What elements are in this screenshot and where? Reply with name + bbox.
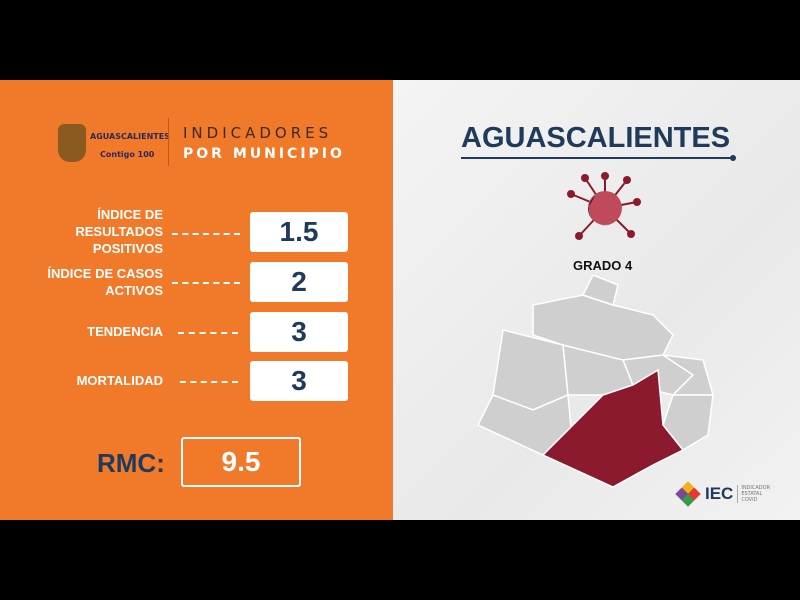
highlighted-municipality xyxy=(541,368,685,488)
coronavirus-icon xyxy=(567,172,641,240)
map-region xyxy=(581,275,619,306)
crest-icon xyxy=(58,124,86,162)
grade-label: GRADO 4 xyxy=(573,258,633,273)
aguascalientes-logo: AGUASCALIENTES Contigo 100 xyxy=(58,124,170,168)
rmc-value: 9.5 xyxy=(181,437,301,487)
title-line2: POR MUNICIPIO xyxy=(183,146,345,162)
municipality-name: AGUASCALIENTES xyxy=(461,122,731,154)
divider xyxy=(168,118,169,166)
title-line1: INDICADORES xyxy=(183,124,333,142)
map-region xyxy=(662,394,714,451)
rmc-label: RMC: xyxy=(97,448,165,478)
iec-diamond-icon xyxy=(675,481,701,507)
iec-logo: IEC INDICADOR ESTATAL COVID xyxy=(675,481,770,507)
municipality-panel: AGUASCALIENTES GRADO 4 IEC INDICADOR EST… xyxy=(393,80,800,520)
indicators-panel: AGUASCALIENTES Contigo 100 INDICADORES P… xyxy=(0,80,393,520)
state-map xyxy=(476,275,714,488)
